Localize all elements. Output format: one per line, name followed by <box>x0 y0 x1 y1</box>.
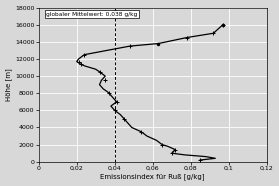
Text: globaler Mittelwert: 0,038 g/kg: globaler Mittelwert: 0,038 g/kg <box>46 12 138 17</box>
X-axis label: Emissionsindex für Ruß [g/kg]: Emissionsindex für Ruß [g/kg] <box>100 174 205 180</box>
Y-axis label: Höhe [m]: Höhe [m] <box>6 68 12 101</box>
